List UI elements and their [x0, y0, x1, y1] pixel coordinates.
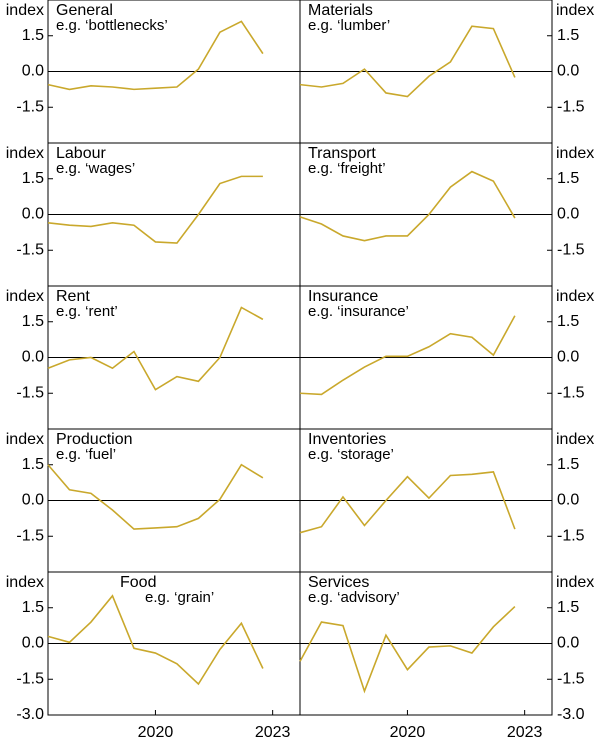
y-tick-label: 1.5 [22, 599, 44, 616]
y-tick-label: -1.5 [557, 241, 585, 258]
panel-subtitle: e.g. ‘bottlenecks’ [56, 17, 168, 34]
panel-title: Production [56, 431, 133, 448]
data-line [47, 306, 264, 391]
y-tick-label: 1.5 [22, 313, 44, 330]
y-tick-label: 1.5 [22, 170, 44, 187]
y-axis-label: index [556, 145, 594, 162]
x-tick-label: 2023 [507, 724, 543, 740]
y-tick-label: 0.0 [22, 349, 44, 366]
y-tick-label: 1.5 [557, 599, 579, 616]
y-tick-label: 1.5 [557, 170, 579, 187]
panel-subtitle: e.g. ‘advisory’ [308, 589, 400, 606]
panel-subtitle: e.g. ‘rent’ [56, 303, 118, 320]
x-tick-label: 2023 [255, 724, 291, 740]
y-tick-label: -1.5 [557, 384, 585, 401]
panel-subtitle: e.g. ‘freight’ [308, 160, 386, 177]
y-tick-label: 0.0 [22, 206, 44, 223]
y-tick-label: 1.5 [557, 313, 579, 330]
y-axis-label: index [556, 288, 594, 305]
data-line [299, 471, 516, 534]
data-line [47, 20, 264, 91]
panel-subtitle: e.g. ‘lumber’ [308, 17, 390, 34]
panel-title: Services [308, 574, 369, 591]
y-axis-label: index [6, 145, 44, 162]
y-axis-label: index [6, 2, 44, 19]
y-tick-label: 0.0 [557, 635, 579, 652]
y-tick-label: -1.5 [16, 670, 44, 687]
data-line [299, 25, 516, 98]
y-tick-label: -1.5 [557, 98, 585, 115]
data-line [299, 315, 516, 396]
panel-title: Labour [56, 145, 106, 162]
y-tick-label: -1.5 [16, 241, 44, 258]
y-tick-label: -1.5 [16, 527, 44, 544]
y-tick-label: 1.5 [557, 27, 579, 44]
y-tick-label: -1.5 [557, 670, 585, 687]
y-tick-label: 1.5 [22, 27, 44, 44]
panel-title: Transport [308, 145, 376, 162]
y-axis-label: index [6, 431, 44, 448]
y-tick-label: 1.5 [22, 456, 44, 473]
panel-subtitle: e.g. ‘storage’ [308, 446, 394, 463]
y-tick-label: 0.0 [557, 63, 579, 80]
y-tick-label: 0.0 [22, 63, 44, 80]
y-axis-label: index [556, 2, 594, 19]
panel-title: Food [120, 574, 156, 591]
panel-title: Materials [308, 2, 373, 19]
panel-subtitle: e.g. ‘fuel’ [56, 446, 116, 463]
data-line [47, 594, 264, 686]
y-tick-label: -1.5 [557, 527, 585, 544]
y-tick-label: -1.5 [16, 384, 44, 401]
panel-title: Rent [56, 288, 90, 305]
panel-subtitle: e.g. ‘wages’ [56, 160, 135, 177]
y-tick-label: 0.0 [22, 492, 44, 509]
x-tick-label: 2020 [390, 724, 426, 740]
y-tick-label: -3.0 [557, 706, 585, 723]
x-tick-label: 2020 [138, 724, 174, 740]
panel-subtitle: e.g. ‘grain’ [145, 589, 214, 606]
y-tick-label: -3.0 [16, 706, 44, 723]
y-tick-label: 0.0 [557, 349, 579, 366]
y-tick-label: 1.5 [557, 456, 579, 473]
y-tick-label: 0.0 [557, 206, 579, 223]
data-line [47, 463, 264, 530]
y-axis-label: index [556, 574, 594, 591]
y-tick-label: 0.0 [22, 635, 44, 652]
y-axis-label: index [6, 574, 44, 591]
panel-subtitle: e.g. ‘insurance’ [308, 303, 409, 320]
data-line [299, 605, 516, 694]
y-axis-label: index [6, 288, 44, 305]
data-line [47, 175, 263, 244]
y-tick-label: 0.0 [557, 492, 579, 509]
data-line [299, 170, 516, 242]
y-tick-label: -1.5 [16, 98, 44, 115]
panel-title: Insurance [308, 288, 378, 305]
y-axis-label: index [556, 431, 594, 448]
panel-title: Inventories [308, 431, 386, 448]
panel-title: General [56, 2, 113, 19]
